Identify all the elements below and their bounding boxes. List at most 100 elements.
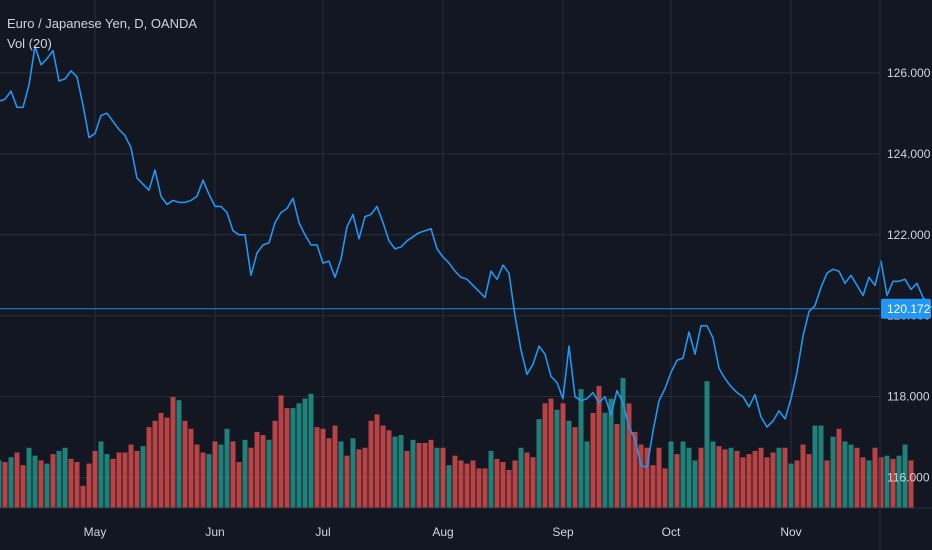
- volume-bar: [524, 452, 530, 508]
- volume-bar: [188, 428, 194, 508]
- volume-bar: [866, 460, 872, 508]
- volume-bar: [704, 381, 710, 508]
- volume-bar: [236, 462, 242, 508]
- volume-bar: [56, 450, 62, 508]
- volume-bar: [506, 469, 512, 508]
- volume-bar: [602, 412, 608, 508]
- symbol-title[interactable]: Euro / Japanese Yen, D, OANDA: [7, 16, 198, 31]
- volume-bar: [74, 462, 80, 508]
- volume-bar: [902, 444, 908, 508]
- volume-bar: [242, 439, 248, 508]
- volume-bar: [356, 449, 362, 508]
- volume-bar: [662, 468, 668, 508]
- volume-bar: [692, 460, 698, 508]
- volume-bar: [38, 460, 44, 508]
- volume-bar: [836, 428, 842, 508]
- volume-bar: [638, 444, 644, 508]
- volume-bar: [626, 403, 632, 508]
- volume-bar: [434, 447, 440, 508]
- volume-bar: [740, 457, 746, 508]
- volume-bar: [584, 441, 590, 508]
- volume-bar: [824, 460, 830, 508]
- volume-bar: [554, 409, 560, 508]
- x-tick-label: Sep: [552, 525, 574, 539]
- volume-bar: [260, 435, 266, 508]
- volume-bar: [560, 403, 566, 508]
- volume-bar: [818, 425, 824, 508]
- volume-bar: [512, 460, 518, 508]
- chart-legend: Euro / Japanese Yen, D, OANDA Vol (20): [7, 14, 197, 54]
- volume-bar: [872, 447, 878, 508]
- volume-bar: [224, 428, 230, 508]
- volume-bar: [746, 454, 752, 508]
- volume-bar: [440, 447, 446, 508]
- x-tick-label: Nov: [780, 525, 801, 539]
- volume-bar: [794, 460, 800, 508]
- volume-bar: [548, 398, 554, 508]
- volume-bar: [80, 485, 86, 508]
- volume-bar: [326, 438, 332, 508]
- volume-bar: [44, 463, 50, 508]
- last-price-label: 120.172: [887, 302, 931, 316]
- volume-bar: [518, 447, 524, 508]
- volume-bar: [644, 447, 650, 508]
- volume-bar: [656, 447, 662, 508]
- volume-bar: [806, 454, 812, 508]
- volume-bar: [2, 462, 8, 508]
- volume-bar: [386, 430, 392, 508]
- volume-bar: [86, 463, 92, 508]
- price-line[interactable]: [0, 45, 932, 469]
- volume-bar: [782, 447, 788, 508]
- volume-bar: [632, 431, 638, 508]
- volume-bar: [308, 393, 314, 508]
- x-tick-label: May: [84, 525, 107, 539]
- y-tick-label: 126.000: [887, 66, 931, 80]
- volume-bar: [218, 444, 224, 508]
- volume-bar: [578, 389, 584, 508]
- volume-bar: [416, 443, 422, 508]
- volume-bar: [752, 450, 758, 508]
- volume-bar: [344, 455, 350, 508]
- volume-bar: [338, 441, 344, 508]
- x-tick-label: Aug: [432, 525, 453, 539]
- volume-bar: [68, 458, 74, 508]
- volume-bar: [488, 450, 494, 508]
- volume-bar: [314, 427, 320, 508]
- volume-bar: [674, 454, 680, 508]
- volume-bar: [176, 400, 182, 508]
- volume-bar: [266, 439, 272, 508]
- volume-bar: [32, 455, 38, 508]
- volume-bar: [878, 457, 884, 508]
- volume-bar: [458, 460, 464, 508]
- volume-bar: [92, 450, 98, 508]
- volume-indicator-label[interactable]: Vol (20): [7, 36, 52, 51]
- y-tick-label: 116.000: [887, 471, 930, 485]
- volume-bar: [128, 444, 134, 508]
- volume-bar: [842, 441, 848, 508]
- volume-bar: [860, 457, 866, 508]
- volume-bar: [134, 450, 140, 508]
- volume-bar: [374, 414, 380, 508]
- volume-bar: [830, 436, 836, 508]
- x-tick-label: Oct: [662, 525, 681, 539]
- volume-bar: [368, 420, 374, 508]
- volume-bar: [0, 460, 2, 508]
- volume-bar: [614, 423, 620, 508]
- volume-bar: [728, 447, 734, 508]
- volume-bar: [332, 425, 338, 508]
- volume-bar: [722, 449, 728, 508]
- volume-bar: [230, 441, 236, 508]
- volume-bar: [200, 452, 206, 508]
- volume-bar: [404, 450, 410, 508]
- volume-bar: [290, 408, 296, 508]
- volume-bar: [152, 420, 158, 508]
- volume-bar: [8, 457, 14, 508]
- volume-bar: [788, 463, 794, 508]
- volume-bar: [854, 447, 860, 508]
- volume-bar: [278, 395, 284, 508]
- volume-bar: [698, 447, 704, 508]
- volume-bar: [182, 420, 188, 508]
- volume-bar: [62, 447, 68, 508]
